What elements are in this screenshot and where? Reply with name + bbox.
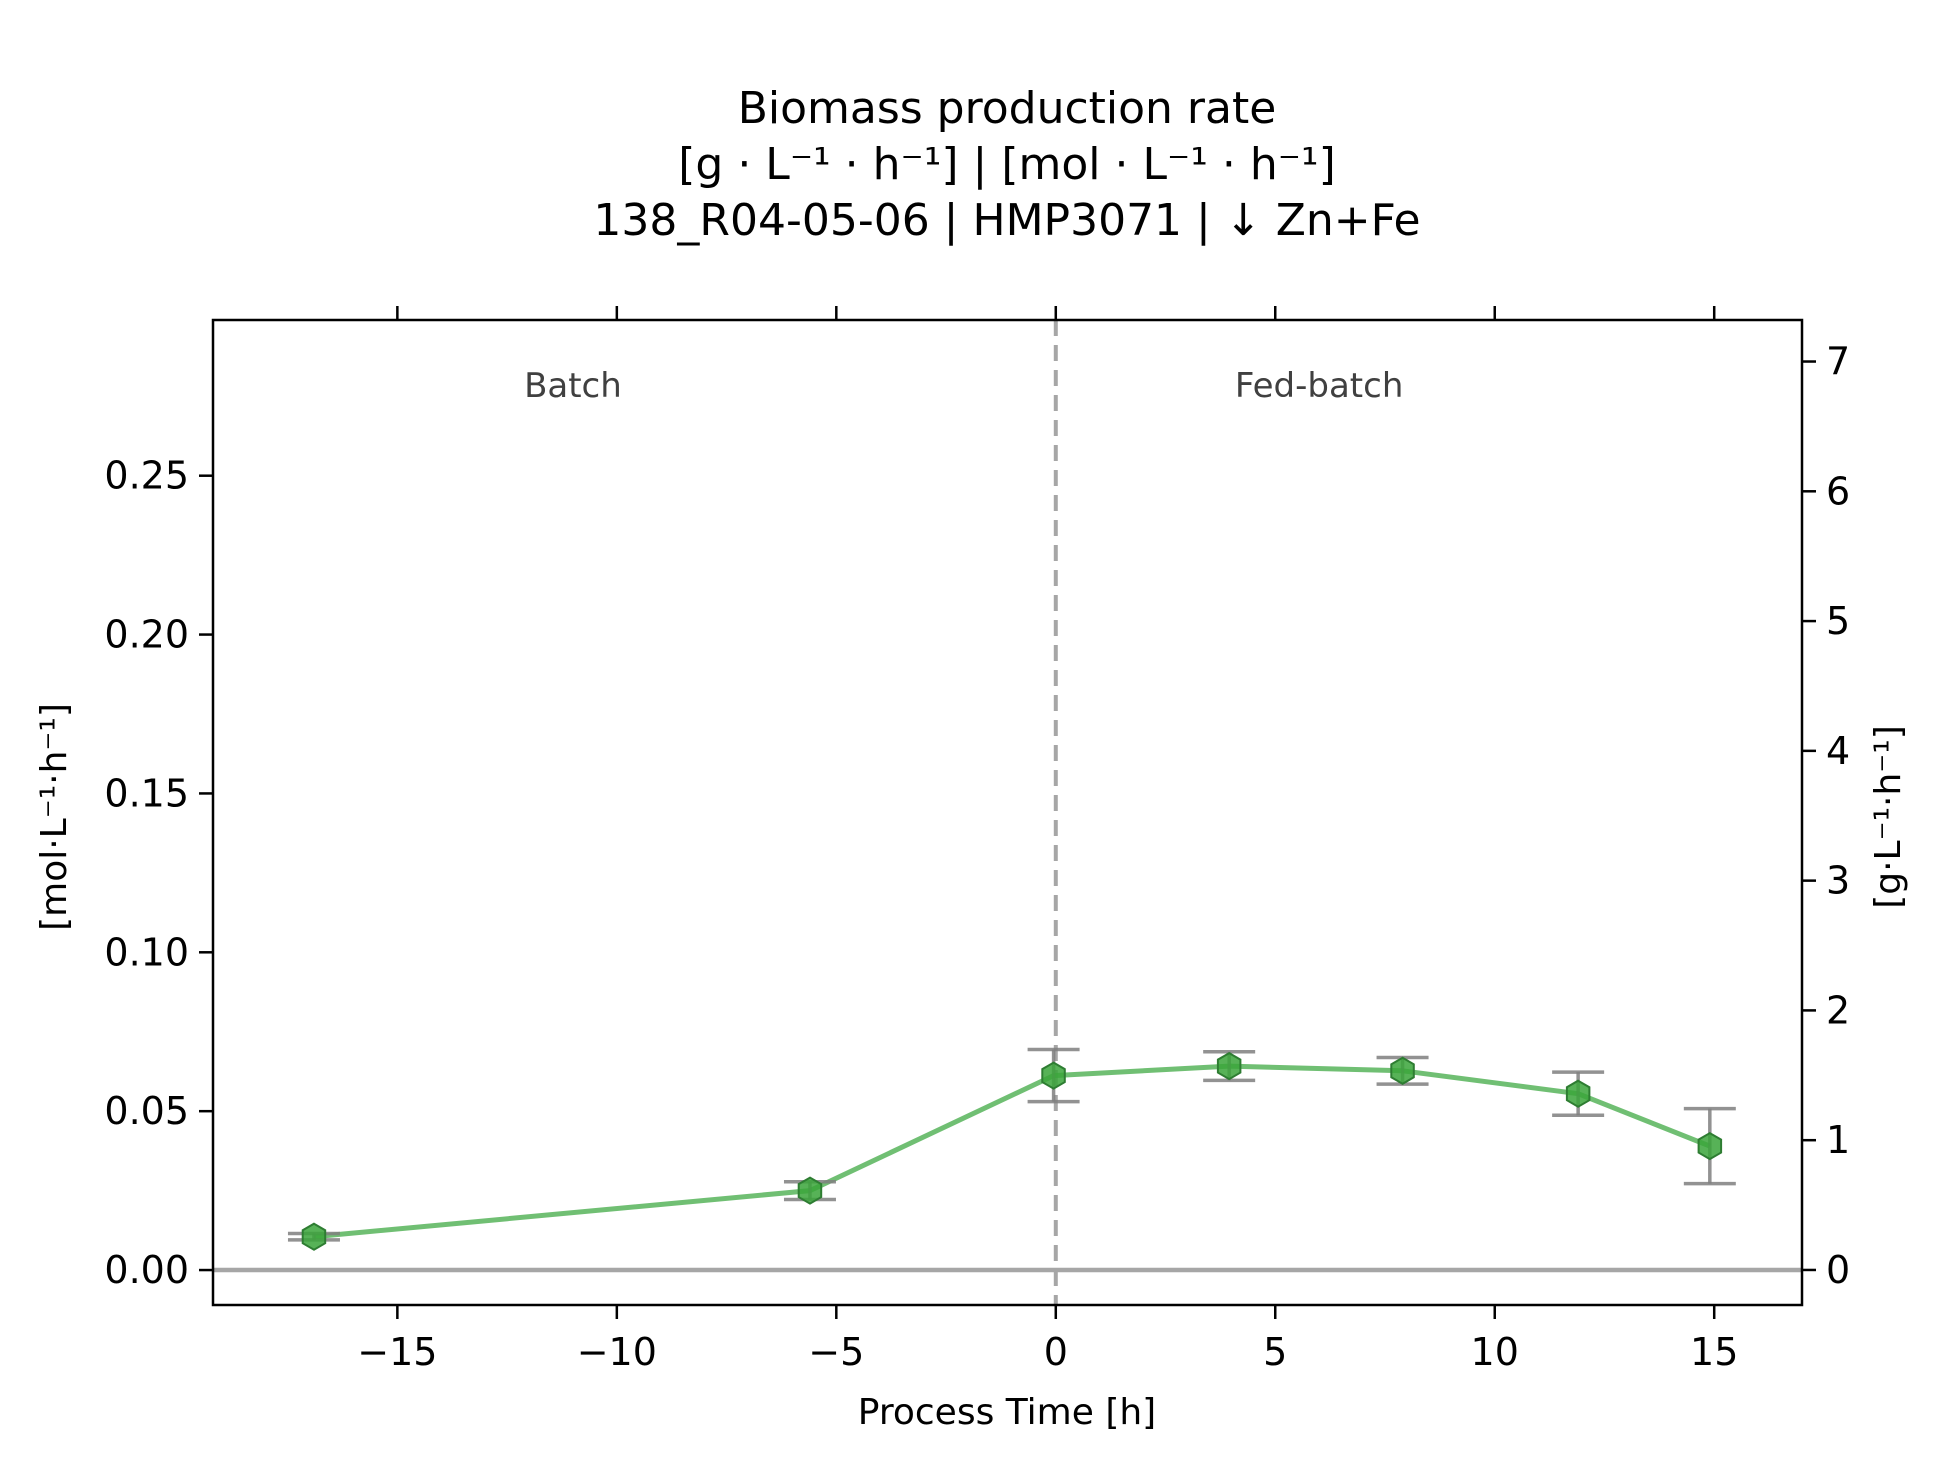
phase-label-batch: Batch [524,366,622,406]
y-right-tick-label: 1 [1826,1118,1850,1162]
y-axis-right-label: [g·L⁻¹·h⁻¹] [1868,725,1909,909]
x-tick-label: 5 [1263,1330,1287,1374]
x-axis-label: Process Time [h] [858,1392,1156,1433]
plot-frame [211,318,1804,1307]
y-right-tick-label: 2 [1826,988,1850,1032]
y-right-tick-label: 6 [1826,469,1850,513]
y-left-tick-label: 0.20 [104,613,189,657]
x-tick-label: 0 [1044,1330,1068,1374]
y-right-tick-label: 0 [1826,1248,1850,1292]
y-left-tick-label: 0.05 [104,1089,189,1133]
data-point [1390,1056,1415,1085]
plot-area: Batch Fed-batch [213,320,1802,1305]
data-point [301,1222,327,1251]
data-point [797,1176,823,1205]
phase-label-fed-batch: Fed-batch [1235,366,1403,406]
data-point [1565,1079,1591,1108]
x-tick-label: −15 [357,1330,437,1374]
y-left-tick-label: 0.10 [104,930,189,974]
y-left-tick-label: 0.15 [104,771,189,815]
x-tick-label: 15 [1690,1330,1738,1374]
data-point [1216,1051,1242,1081]
x-tick-label: 10 [1471,1330,1519,1374]
chart-title: Biomass production rate [g · L⁻¹ · h⁻¹] … [593,83,1420,246]
series-line [313,1063,1711,1240]
x-tick-label: −10 [577,1330,657,1374]
y-left-tick-label: 0.25 [104,454,189,498]
y-left-tick-label: 0.00 [104,1248,189,1292]
x-tick-label: −5 [808,1330,864,1374]
data-point [1041,1061,1066,1090]
y-right-tick-label: 3 [1826,859,1850,903]
title-line-3: 138_R04-05-06 | HMP3071 | ↓ Zn+Fe [593,195,1420,246]
y-right-tick-label: 5 [1826,599,1850,643]
data-point [1697,1131,1723,1161]
y-right-tick-label: 7 [1826,340,1850,384]
y-axis-left-label: [mol·L⁻¹·h⁻¹] [34,703,75,931]
axes: −15 −10 −5 0 5 10 150.000.050.100.150.200.2501… [104,306,1850,1374]
title-line-2: [g · L⁻¹ · h⁻¹] | [mol · L⁻¹ · h⁻¹] [678,139,1336,190]
title-line-1: Biomass production rate [738,83,1277,134]
y-right-tick-label: 4 [1826,729,1850,773]
